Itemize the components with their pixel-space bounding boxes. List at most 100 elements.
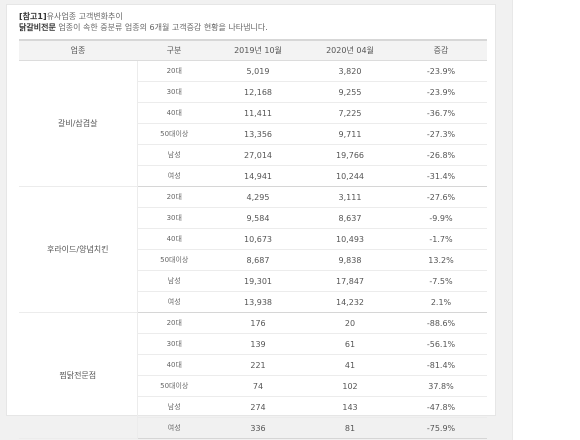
table-row: 갈비/삼겹살 20대 5,019 3,820 -23.9%	[19, 60, 487, 187]
table-row: 30대 9,584 8,637 -9.9%	[19, 207, 487, 229]
value-2020-04-cell: 9,711	[305, 123, 395, 145]
segment-cell: 50대이상	[137, 123, 211, 145]
value-2020-04-cell: 3,820	[305, 60, 395, 82]
value-2019-10-cell: 27,014	[211, 144, 305, 166]
value-2019-10-cell: 13,356	[211, 123, 305, 145]
segment-cell: 50대이상	[137, 249, 211, 271]
table-header-row: 업종 구분 2019년 10월 2020년 04월 증감	[19, 39, 487, 61]
change-cell: -56.1%	[395, 333, 487, 355]
value-2020-04-cell: 9,255	[305, 81, 395, 103]
content-card: [참고1]유사업종 고객변화추이 닭갈비전문 업종이 속한 중분류 업종의 6개…	[6, 4, 496, 439]
value-2019-10-cell: 336	[211, 417, 305, 439]
segment-cell: 40대	[137, 354, 211, 376]
change-cell: -31.4%	[395, 165, 487, 187]
value-2020-04-cell: 10,244	[305, 165, 395, 187]
change-cell: -81.4%	[395, 354, 487, 376]
change-cell: -9.9%	[395, 207, 487, 229]
value-2020-04-cell: 41	[305, 354, 395, 376]
table-row: 여성 13,938 14,232 2.1%	[19, 291, 487, 313]
value-2019-10-cell: 19,301	[211, 270, 305, 292]
segment-cell: 30대	[137, 333, 211, 355]
header-segment: 구분	[137, 39, 211, 61]
value-2019-10-cell: 13,938	[211, 291, 305, 313]
change-cell: -75.9%	[395, 417, 487, 439]
value-2020-04-cell: 3,111	[305, 186, 395, 208]
value-2020-04-cell: 81	[305, 417, 395, 439]
table-row: 남성 19,301 17,847 -7.5%	[19, 270, 487, 292]
caption-subtitle-bold: 닭갈비전문	[19, 23, 56, 32]
caption-title-bracket: [참고1]	[19, 12, 47, 21]
value-2019-10-cell: 11,411	[211, 102, 305, 124]
header-industry: 업종	[19, 39, 137, 61]
value-2019-10-cell: 4,295	[211, 186, 305, 208]
segment-cell: 20대	[137, 312, 211, 334]
segment-cell: 남성	[137, 144, 211, 166]
table-row: 후라이드/양념치킨 20대 4,295 3,111 -27.6%	[19, 186, 487, 313]
change-cell: -7.5%	[395, 270, 487, 292]
value-2019-10-cell: 10,673	[211, 228, 305, 250]
table-row: 40대 11,411 7,225 -36.7%	[19, 102, 487, 124]
value-2019-10-cell: 139	[211, 333, 305, 355]
industry-category-cell: 후라이드/양념치킨	[19, 186, 138, 313]
table-row: 찜닭전문점 20대 176 20 -88.6%	[19, 312, 487, 439]
value-2019-10-cell: 8,687	[211, 249, 305, 271]
value-2020-04-cell: 61	[305, 333, 395, 355]
customer-change-table: 업종 구분 2019년 10월 2020년 04월 증감 갈비/삼겹살 20대 5,…	[19, 39, 487, 439]
change-cell: -27.3%	[395, 123, 487, 145]
segment-cell: 30대	[137, 207, 211, 229]
change-cell: 2.1%	[395, 291, 487, 313]
value-2019-10-cell: 74	[211, 375, 305, 397]
table-row: 50대이상 8,687 9,838 13.2%	[19, 249, 487, 271]
segment-cell: 50대이상	[137, 375, 211, 397]
table-row: 남성 27,014 19,766 -26.8%	[19, 144, 487, 166]
change-cell: 13.2%	[395, 249, 487, 271]
value-2020-04-cell: 19,766	[305, 144, 395, 166]
right-side-panel	[512, 0, 580, 440]
value-2019-10-cell: 274	[211, 396, 305, 418]
industry-category-cell: 갈비/삼겹살	[19, 60, 138, 187]
caption-subtitle: 닭갈비전문 업종이 속한 중분류 업종의 6개월 고객증감 현황을 나타냅니다.	[19, 22, 489, 33]
value-2020-04-cell: 20	[305, 312, 395, 334]
change-cell: -27.6%	[395, 186, 487, 208]
value-2020-04-cell: 14,232	[305, 291, 395, 313]
caption-title: [참고1]유사업종 고객변화추이	[19, 11, 489, 22]
table-row: 50대이상 13,356 9,711 -27.3%	[19, 123, 487, 145]
value-2020-04-cell: 9,838	[305, 249, 395, 271]
value-2019-10-cell: 5,019	[211, 60, 305, 82]
segment-cell: 20대	[137, 186, 211, 208]
change-cell: -23.9%	[395, 81, 487, 103]
segment-cell: 40대	[137, 102, 211, 124]
change-cell: -36.7%	[395, 102, 487, 124]
table-row: 여성 336 81 -75.9%	[19, 417, 487, 439]
table-row: 여성 14,941 10,244 -31.4%	[19, 165, 487, 187]
caption-title-text: 유사업종 고객변화추이	[46, 12, 123, 21]
value-2020-04-cell: 8,637	[305, 207, 395, 229]
change-cell: -47.8%	[395, 396, 487, 418]
table-row: 40대 221 41 -81.4%	[19, 354, 487, 376]
value-2019-10-cell: 14,941	[211, 165, 305, 187]
table-row: 40대 10,673 10,493 -1.7%	[19, 228, 487, 250]
value-2019-10-cell: 12,168	[211, 81, 305, 103]
change-cell: 37.8%	[395, 375, 487, 397]
segment-cell: 여성	[137, 417, 211, 439]
header-change: 증감	[395, 39, 487, 61]
table-caption: [참고1]유사업종 고객변화추이 닭갈비전문 업종이 속한 중분류 업종의 6개…	[19, 11, 489, 33]
segment-cell: 남성	[137, 396, 211, 418]
table-row: 남성 274 143 -47.8%	[19, 396, 487, 418]
value-2019-10-cell: 176	[211, 312, 305, 334]
value-2020-04-cell: 17,847	[305, 270, 395, 292]
value-2019-10-cell: 221	[211, 354, 305, 376]
table-row: 50대이상 74 102 37.8%	[19, 375, 487, 397]
change-cell: -26.8%	[395, 144, 487, 166]
value-2020-04-cell: 102	[305, 375, 395, 397]
segment-cell: 남성	[137, 270, 211, 292]
value-2020-04-cell: 10,493	[305, 228, 395, 250]
value-2020-04-cell: 7,225	[305, 102, 395, 124]
table-body: 갈비/삼겹살 20대 5,019 3,820 -23.9% 30대 12,168 9,255-…	[19, 60, 487, 439]
value-2020-04-cell: 143	[305, 396, 395, 418]
segment-cell: 30대	[137, 81, 211, 103]
change-cell: -88.6%	[395, 312, 487, 334]
industry-category-cell: 찜닭전문점	[19, 312, 138, 439]
segment-cell: 40대	[137, 228, 211, 250]
segment-cell: 20대	[137, 60, 211, 82]
